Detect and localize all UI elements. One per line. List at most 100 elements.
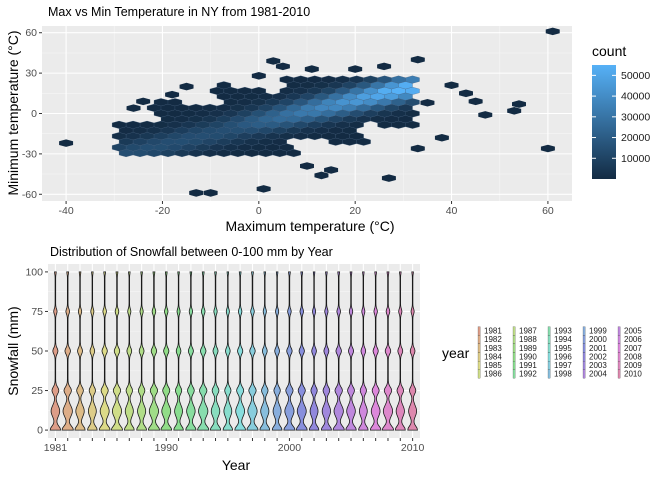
- hex-cell-outlier: [545, 27, 560, 36]
- violin-y-axis-label: Snowfall (mm): [5, 306, 21, 395]
- year-legend-label: 1986: [484, 370, 502, 379]
- violin-2010: [407, 271, 418, 431]
- hex-cell-outlier: [136, 97, 151, 106]
- count-legend-label: 30000: [621, 111, 650, 123]
- hex-cell-outlier: [468, 97, 483, 106]
- year-legend-label: 2004: [589, 370, 607, 379]
- violin-1990: [160, 271, 173, 431]
- violin-1998: [259, 271, 271, 431]
- violin-1984: [87, 271, 98, 431]
- hex-cell-outlier: [381, 174, 396, 182]
- year-legend-label: 1987: [519, 327, 537, 336]
- year-legend-label: 1998: [554, 370, 572, 379]
- hex-cell-outlier: [189, 189, 204, 197]
- year-legend-label: 1988: [519, 335, 537, 344]
- year-legend-key: [582, 369, 586, 379]
- year-legend-key: [477, 335, 481, 344]
- hex-cell-outlier: [434, 133, 449, 142]
- hex-cell-outlier: [251, 72, 266, 80]
- violin-2008: [381, 271, 395, 431]
- hex-y-tick-label: -30: [22, 148, 37, 160]
- hex-cells: [59, 27, 560, 197]
- violin-x-tick-label: 1990: [155, 442, 179, 454]
- hex-cell: [251, 86, 266, 95]
- hex-cell-outlier: [420, 98, 435, 107]
- year-legend-key: [547, 335, 551, 344]
- year-legend-key: [617, 361, 621, 370]
- year-legend-key: [582, 352, 586, 362]
- year-legend-key: [547, 361, 551, 370]
- hex-cell-outlier: [507, 107, 522, 115]
- year-legend-key: [512, 369, 516, 379]
- year-legend-title: year: [442, 345, 470, 361]
- violin-1996: [234, 271, 247, 431]
- year-legend-key: [617, 369, 621, 379]
- hex-x-axis-label: Maximum temperature (°C): [226, 218, 395, 234]
- year-legend-label: 2007: [624, 344, 642, 353]
- year-legend-key: [582, 335, 586, 344]
- year-legend-key: [477, 343, 481, 353]
- violin-y-tick-label: 50: [31, 346, 43, 358]
- violin-1988: [136, 271, 148, 431]
- violin-1991: [173, 271, 184, 431]
- violin-2003: [320, 271, 332, 431]
- year-legend-label: 1991: [519, 361, 537, 370]
- hex-x-tick-label: 0: [256, 205, 262, 217]
- violin-y-tick-label: 25: [31, 385, 43, 397]
- year-legend-label: 2006: [624, 335, 642, 344]
- count-legend-label: 40000: [621, 91, 650, 103]
- hex-cell-outlier: [444, 81, 459, 89]
- hex-cell-outlier: [275, 62, 290, 71]
- hex-x-tick-label: 40: [446, 205, 458, 217]
- hex-cell-outlier: [256, 185, 271, 193]
- hex-cell-outlier: [348, 65, 363, 73]
- violin-1987: [123, 271, 135, 431]
- hex-x-tick-label: 60: [542, 205, 554, 217]
- year-legend-key: [477, 369, 481, 379]
- year-legend-key: [617, 335, 621, 344]
- year-legend-key: [582, 361, 586, 370]
- violin-1999: [271, 271, 283, 431]
- hex-cell-outlier: [540, 144, 555, 153]
- year-legend-label: 2010: [624, 370, 642, 379]
- hex-cell-outlier: [304, 65, 319, 73]
- violin-1983: [74, 271, 86, 431]
- violin-2005: [345, 271, 357, 431]
- violin-1995: [222, 271, 234, 431]
- year-legend-key: [477, 361, 481, 370]
- year-legend-label: 1990: [519, 352, 537, 361]
- count-colorbar: [592, 65, 616, 179]
- year-legend-key: [617, 326, 621, 336]
- violin-2001: [295, 271, 308, 431]
- year-legend-label: 1996: [554, 352, 572, 361]
- year-legend-key: [617, 352, 621, 362]
- year-legend-key: [617, 343, 621, 353]
- year-legend-key: [547, 352, 551, 362]
- year-legend-key: [547, 343, 551, 353]
- hex-cell-outlier: [410, 55, 425, 64]
- hex-y-tick-label: -60: [22, 189, 37, 201]
- hex-cell: [405, 75, 420, 84]
- hex-cell-outlier: [266, 57, 281, 65]
- count-legend-label: 50000: [621, 70, 650, 82]
- year-legend-key: [512, 343, 516, 353]
- violin-1994: [209, 271, 222, 431]
- year-legend-label: 2001: [589, 344, 607, 353]
- violin-1986: [110, 271, 124, 431]
- hex-cell-outlier: [478, 111, 493, 119]
- count-legend-label: 20000: [621, 132, 650, 144]
- year-legend-label: 1993: [554, 327, 572, 336]
- year-legend-label: 2005: [624, 327, 642, 336]
- year-legend-label: 2008: [624, 352, 642, 361]
- hex-y-tick-label: 0: [31, 108, 37, 120]
- violin-2000: [283, 271, 296, 431]
- year-legend-label: 1983: [484, 344, 502, 353]
- hex-chart-title: Max vs Min Temperature in NY from 1981-2…: [48, 5, 310, 19]
- violin-1993: [197, 271, 210, 431]
- violin-1982: [61, 271, 74, 431]
- year-legend-label: 1984: [484, 352, 502, 361]
- violin-chart-title: Distribution of Snowfall between 0-100 m…: [50, 245, 333, 259]
- year-legend-label: 1999: [589, 327, 607, 336]
